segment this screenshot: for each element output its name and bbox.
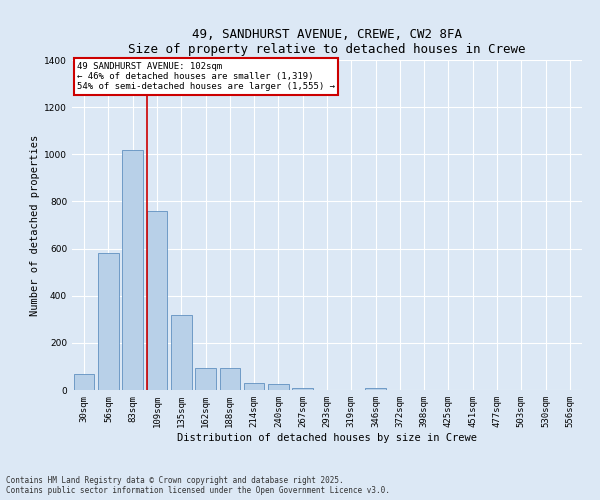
Bar xyxy=(365,388,386,390)
Bar xyxy=(146,211,167,390)
Bar xyxy=(98,254,119,390)
Bar xyxy=(122,150,143,390)
Bar xyxy=(292,388,313,390)
Text: 49 SANDHURST AVENUE: 102sqm
← 46% of detached houses are smaller (1,319)
54% of : 49 SANDHURST AVENUE: 102sqm ← 46% of det… xyxy=(77,62,335,92)
Bar xyxy=(74,374,94,390)
Title: 49, SANDHURST AVENUE, CREWE, CW2 8FA
Size of property relative to detached house: 49, SANDHURST AVENUE, CREWE, CW2 8FA Siz… xyxy=(128,28,526,56)
Bar xyxy=(244,383,265,390)
Bar xyxy=(220,368,240,390)
Bar xyxy=(268,384,289,390)
Text: Contains HM Land Registry data © Crown copyright and database right 2025.
Contai: Contains HM Land Registry data © Crown c… xyxy=(6,476,390,495)
Y-axis label: Number of detached properties: Number of detached properties xyxy=(30,134,40,316)
Bar xyxy=(195,368,216,390)
Bar xyxy=(171,314,191,390)
X-axis label: Distribution of detached houses by size in Crewe: Distribution of detached houses by size … xyxy=(177,432,477,442)
